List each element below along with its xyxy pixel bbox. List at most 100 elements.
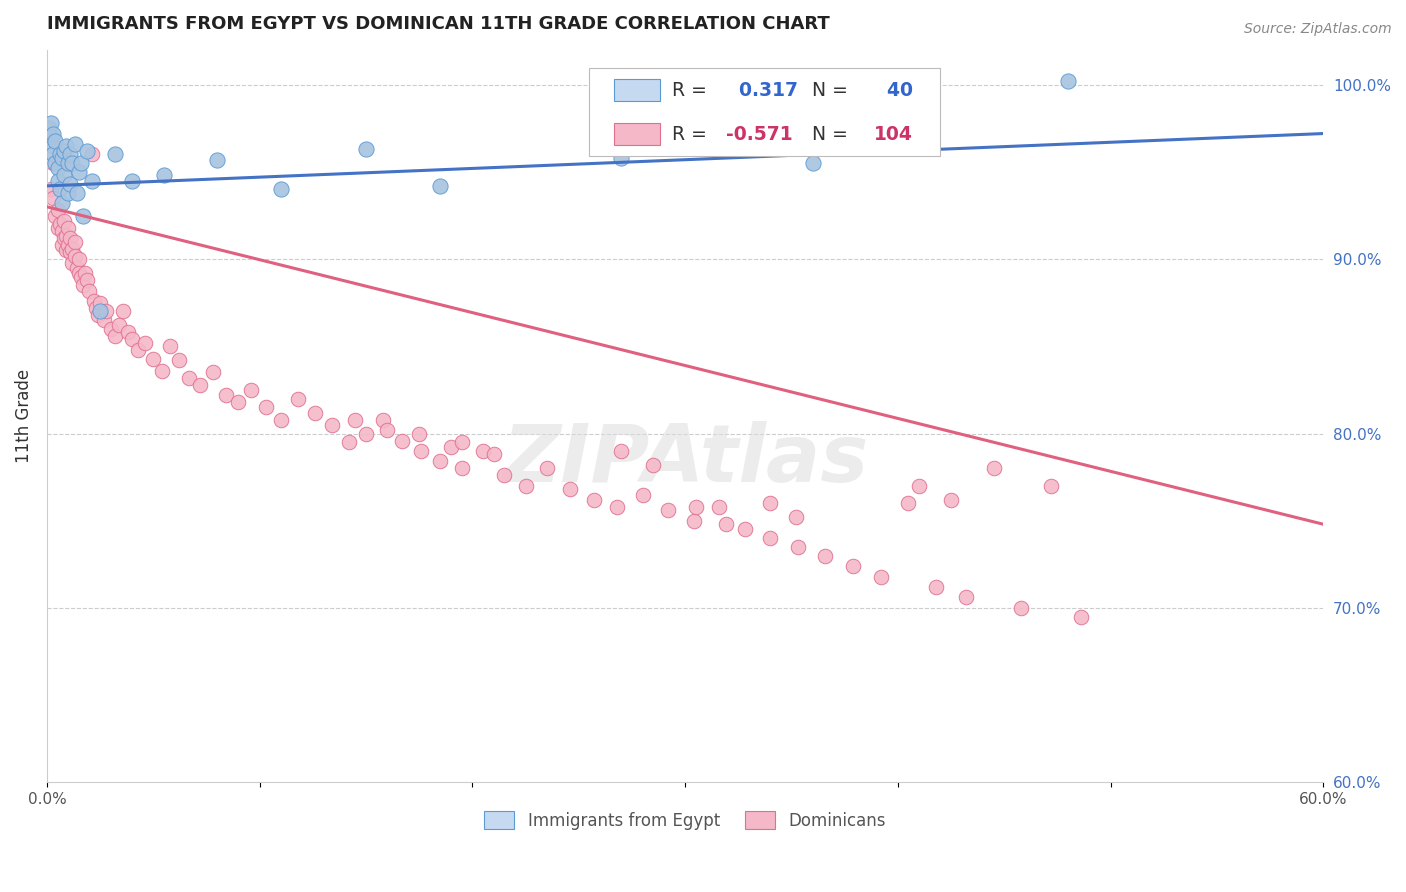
Point bbox=[786, 540, 808, 554]
Point bbox=[287, 392, 309, 406]
Point bbox=[63, 136, 86, 151]
Point bbox=[908, 479, 931, 493]
Text: 40: 40 bbox=[875, 80, 912, 100]
Point bbox=[270, 182, 292, 196]
Point bbox=[354, 142, 377, 156]
Point bbox=[46, 174, 69, 188]
Point bbox=[536, 461, 558, 475]
Point bbox=[801, 156, 824, 170]
Point bbox=[89, 295, 111, 310]
Point bbox=[66, 260, 89, 275]
Point bbox=[39, 116, 62, 130]
Text: N =: N = bbox=[793, 80, 853, 100]
Point bbox=[121, 332, 143, 346]
Point bbox=[482, 447, 505, 461]
Point bbox=[52, 144, 75, 158]
Point bbox=[375, 423, 398, 437]
Point bbox=[560, 483, 582, 497]
Point bbox=[42, 191, 65, 205]
Text: Source: ZipAtlas.com: Source: ZipAtlas.com bbox=[1244, 22, 1392, 37]
Point bbox=[87, 308, 110, 322]
Point bbox=[228, 395, 250, 409]
Point bbox=[70, 269, 93, 284]
Point bbox=[983, 461, 1005, 475]
Text: N =: N = bbox=[793, 125, 853, 144]
Point bbox=[1070, 609, 1092, 624]
Point bbox=[814, 549, 837, 563]
Point bbox=[76, 273, 98, 287]
Point bbox=[56, 220, 79, 235]
Point bbox=[56, 186, 79, 200]
Point bbox=[472, 444, 495, 458]
Point bbox=[80, 174, 103, 188]
Text: ZIPAtlas: ZIPAtlas bbox=[502, 421, 869, 499]
Point bbox=[59, 177, 82, 191]
FancyBboxPatch shape bbox=[613, 79, 659, 101]
Point bbox=[56, 156, 79, 170]
Point bbox=[127, 343, 149, 357]
Point bbox=[44, 156, 66, 170]
Point bbox=[153, 169, 176, 183]
FancyBboxPatch shape bbox=[589, 68, 941, 156]
Point bbox=[1039, 479, 1062, 493]
Point bbox=[429, 454, 451, 468]
Point bbox=[55, 244, 77, 258]
Point bbox=[104, 147, 127, 161]
Point bbox=[759, 531, 782, 545]
Point bbox=[150, 364, 173, 378]
Point bbox=[1010, 601, 1032, 615]
Point bbox=[48, 217, 70, 231]
Point bbox=[159, 339, 181, 353]
Point bbox=[89, 304, 111, 318]
Point bbox=[100, 322, 122, 336]
Point bbox=[450, 435, 472, 450]
Point bbox=[188, 377, 211, 392]
Point bbox=[83, 293, 105, 308]
Point bbox=[51, 196, 73, 211]
Point bbox=[734, 523, 756, 537]
Point bbox=[42, 138, 65, 153]
Point bbox=[121, 174, 143, 188]
Point bbox=[62, 255, 84, 269]
Point bbox=[67, 266, 90, 280]
Point bbox=[515, 479, 537, 493]
Point bbox=[240, 383, 263, 397]
Point bbox=[55, 138, 77, 153]
Point bbox=[66, 186, 89, 200]
Point bbox=[76, 144, 98, 158]
Point bbox=[214, 388, 236, 402]
FancyBboxPatch shape bbox=[613, 123, 659, 145]
Point bbox=[270, 412, 292, 426]
Point bbox=[80, 147, 103, 161]
Point bbox=[44, 134, 66, 148]
Point bbox=[38, 121, 60, 136]
Point bbox=[707, 500, 730, 514]
Point bbox=[582, 492, 605, 507]
Point bbox=[46, 161, 69, 176]
Point bbox=[63, 235, 86, 249]
Point bbox=[96, 304, 118, 318]
Text: 0.317: 0.317 bbox=[725, 80, 799, 100]
Point bbox=[62, 156, 84, 170]
Text: 104: 104 bbox=[875, 125, 912, 144]
Point bbox=[51, 151, 73, 165]
Point bbox=[337, 435, 360, 450]
Point bbox=[610, 151, 633, 165]
Point bbox=[657, 503, 679, 517]
Point bbox=[354, 426, 377, 441]
Point bbox=[42, 156, 65, 170]
Point bbox=[46, 220, 69, 235]
Legend: Immigrants from Egypt, Dominicans: Immigrants from Egypt, Dominicans bbox=[478, 805, 893, 837]
Point bbox=[52, 169, 75, 183]
Point bbox=[610, 444, 633, 458]
Point bbox=[72, 278, 94, 293]
Point bbox=[344, 412, 367, 426]
Point bbox=[84, 301, 107, 315]
Point bbox=[42, 127, 65, 141]
Point bbox=[134, 335, 156, 350]
Point bbox=[939, 492, 962, 507]
Point bbox=[142, 351, 165, 366]
Point bbox=[201, 366, 224, 380]
Point bbox=[304, 406, 326, 420]
Point bbox=[408, 426, 430, 441]
